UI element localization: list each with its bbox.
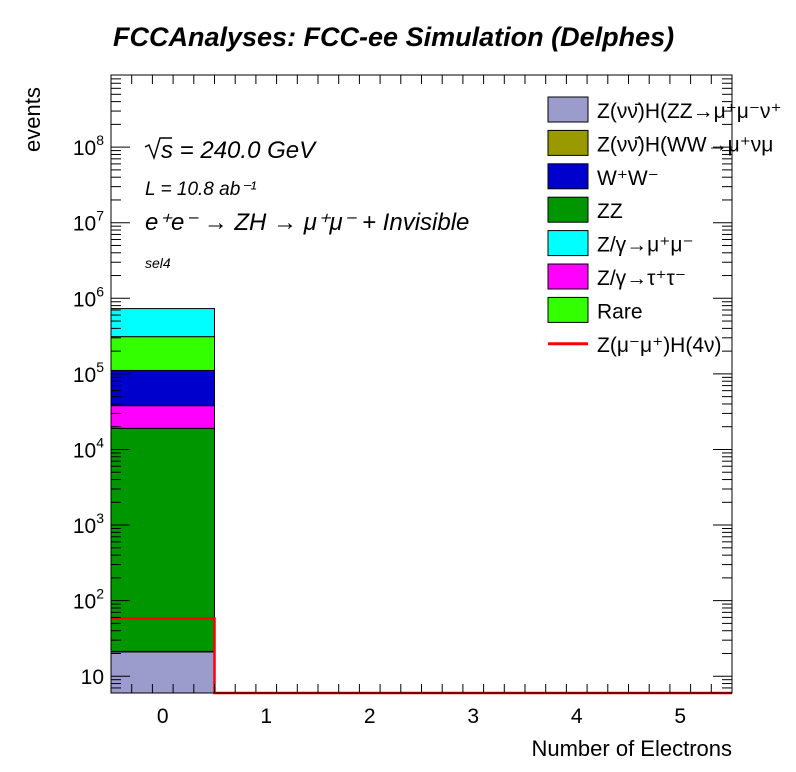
axis-ticks <box>110 74 733 694</box>
x-tick-label-1: 1 <box>260 705 272 728</box>
x-tick-label-2: 2 <box>364 705 376 728</box>
y-tick-labels: 10 102 103 104 105 106 107 108 <box>73 132 104 689</box>
bar-segment-2-bin-0 <box>110 427 215 652</box>
legend-label-2: W⁺W⁻ <box>597 167 659 190</box>
y-tick-label-3: 104 <box>73 434 104 462</box>
y-tick-label-4: 105 <box>73 359 104 387</box>
annotation-lumi: L = 10.8 ab⁻¹ <box>145 179 257 200</box>
x-tick-label-3: 3 <box>467 705 479 728</box>
legend-swatch-4 <box>547 230 589 257</box>
legend-swatch-6 <box>547 296 589 323</box>
x-tick-label-4: 4 <box>571 705 583 728</box>
x-tick-labels: 0 1 2 3 4 5 <box>157 705 686 728</box>
annotation-sqrt-s: s = 240.0 GeV <box>144 137 317 164</box>
y-tick-label-2: 103 <box>73 510 104 538</box>
x-tick-label-5: 5 <box>674 705 686 728</box>
bar-segment-6-bin-0 <box>110 308 215 338</box>
legend-label-1: Z(νν̄)H(WW→μ⁺νμ <box>597 133 773 156</box>
legend-label-4: Z/γ→μ⁺μ⁻ <box>597 234 694 257</box>
y-tick-label-0: 10 <box>81 666 104 689</box>
y-tick-label-6: 107 <box>73 208 104 236</box>
chart-title: FCCAnalyses: FCC-ee Simulation (Delphes) <box>113 22 674 52</box>
legend-label-0: Z(νν̄)H(ZZ→μ⁺μ⁻ν⁺ <box>597 100 782 123</box>
legend: Z(νν̄)H(ZZ→μ⁺μ⁻ν⁺ Z(νν̄)H(WW→μ⁺νμ W⁺W⁻ ZZ Z/… <box>547 96 782 357</box>
legend-label-3: ZZ <box>597 200 623 223</box>
legend-swatch-0 <box>547 96 589 123</box>
legend-swatch-3 <box>547 196 589 223</box>
stacked-bars <box>110 308 215 694</box>
legend-label-7: Z(μ⁻μ⁺)H(4ν) <box>597 334 722 357</box>
legend-swatch-2 <box>547 163 589 190</box>
sqrt-symbol <box>144 137 172 161</box>
y-tick-label-7: 108 <box>73 132 104 160</box>
legend-swatch-5 <box>547 263 589 290</box>
y-tick-label-1: 102 <box>73 586 104 614</box>
y-tick-label-5: 106 <box>73 283 104 311</box>
sqrt-s-text: s = 240.0 GeV <box>161 137 317 164</box>
y-axis-label: events <box>20 87 45 152</box>
x-axis-label: Number of Electrons <box>531 736 732 761</box>
bar-segment-4-bin-0 <box>110 369 215 407</box>
bar-segment-3-bin-0 <box>110 405 215 429</box>
legend-label-5: Z/γ→τ⁺τ⁻ <box>597 267 686 290</box>
x-tick-label-0: 0 <box>157 705 169 728</box>
legend-swatch-1 <box>547 129 589 156</box>
annotation-selection: sel4 <box>145 255 171 271</box>
bar-segment-0-bin-0 <box>110 651 215 694</box>
legend-label-6: Rare <box>597 300 643 323</box>
bar-segment-5-bin-0 <box>110 336 215 371</box>
annotation-process: e⁺e⁻ → ZH → μ⁺μ⁻ + Invisible <box>145 209 469 236</box>
